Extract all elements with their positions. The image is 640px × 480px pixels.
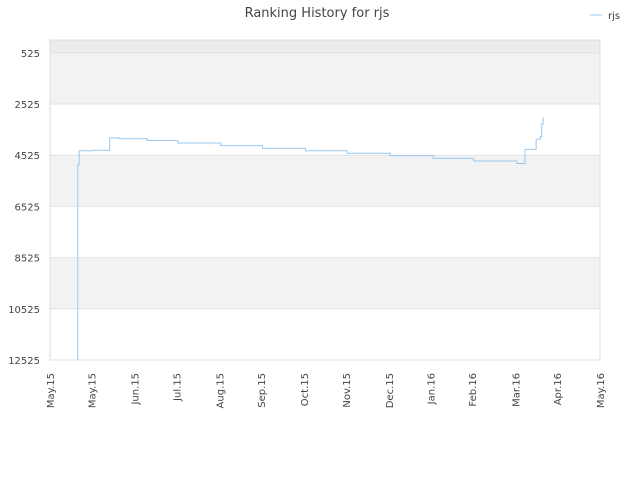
y-tick-label: 525: [21, 49, 40, 60]
y-tick-label: 4525: [15, 151, 40, 162]
y-gridlines: [50, 52, 600, 361]
plot-background-bands: [50, 40, 600, 360]
y-axis-tick-labels: 525 2525 4525 6525 8525 10525 12525: [8, 49, 40, 367]
x-tick-label: Mar.16: [511, 373, 522, 407]
background-band: [50, 52, 600, 104]
chart-title: Ranking History for rjs: [245, 6, 390, 21]
y-tick-label: 12525: [8, 356, 40, 367]
background-band: [50, 104, 600, 156]
background-band: [50, 257, 600, 309]
y-tick-label: 6525: [15, 202, 40, 213]
x-axis-tick-labels: May.15 May.15 Jun.15 Jul.15 Aug.15 Sep.15 Oct.…: [46, 373, 607, 408]
background-band: [50, 206, 600, 258]
y-tick-label: 8525: [15, 254, 40, 265]
x-tick-label: Aug.15: [215, 373, 226, 408]
x-tick-label: Apr.16: [553, 373, 564, 405]
background-band: [50, 40, 600, 53]
x-tick-label: Oct.15: [300, 373, 311, 406]
x-tick-label: Sep.15: [257, 373, 268, 408]
y-tick-label: 2525: [15, 100, 40, 111]
series-line-rjs: [77, 117, 544, 360]
x-tick-label: May.15: [88, 373, 99, 408]
legend[interactable]: rjs: [590, 11, 620, 22]
x-tick-label: Dec.15: [385, 373, 396, 408]
background-band: [50, 308, 600, 360]
x-tick-label: Jun.15: [131, 373, 142, 406]
x-tick-label: Jan.16: [427, 373, 438, 405]
background-band: [50, 155, 600, 207]
y-tick-label: 10525: [8, 305, 40, 316]
x-tick-label: Feb.16: [468, 373, 479, 407]
x-tick-label: May.16: [596, 373, 607, 408]
x-tick-label: Nov.15: [342, 373, 353, 408]
legend-label-rjs: rjs: [608, 11, 620, 22]
x-tick-label: Jul.15: [172, 373, 183, 402]
x-tick-label: May.15: [46, 373, 57, 408]
